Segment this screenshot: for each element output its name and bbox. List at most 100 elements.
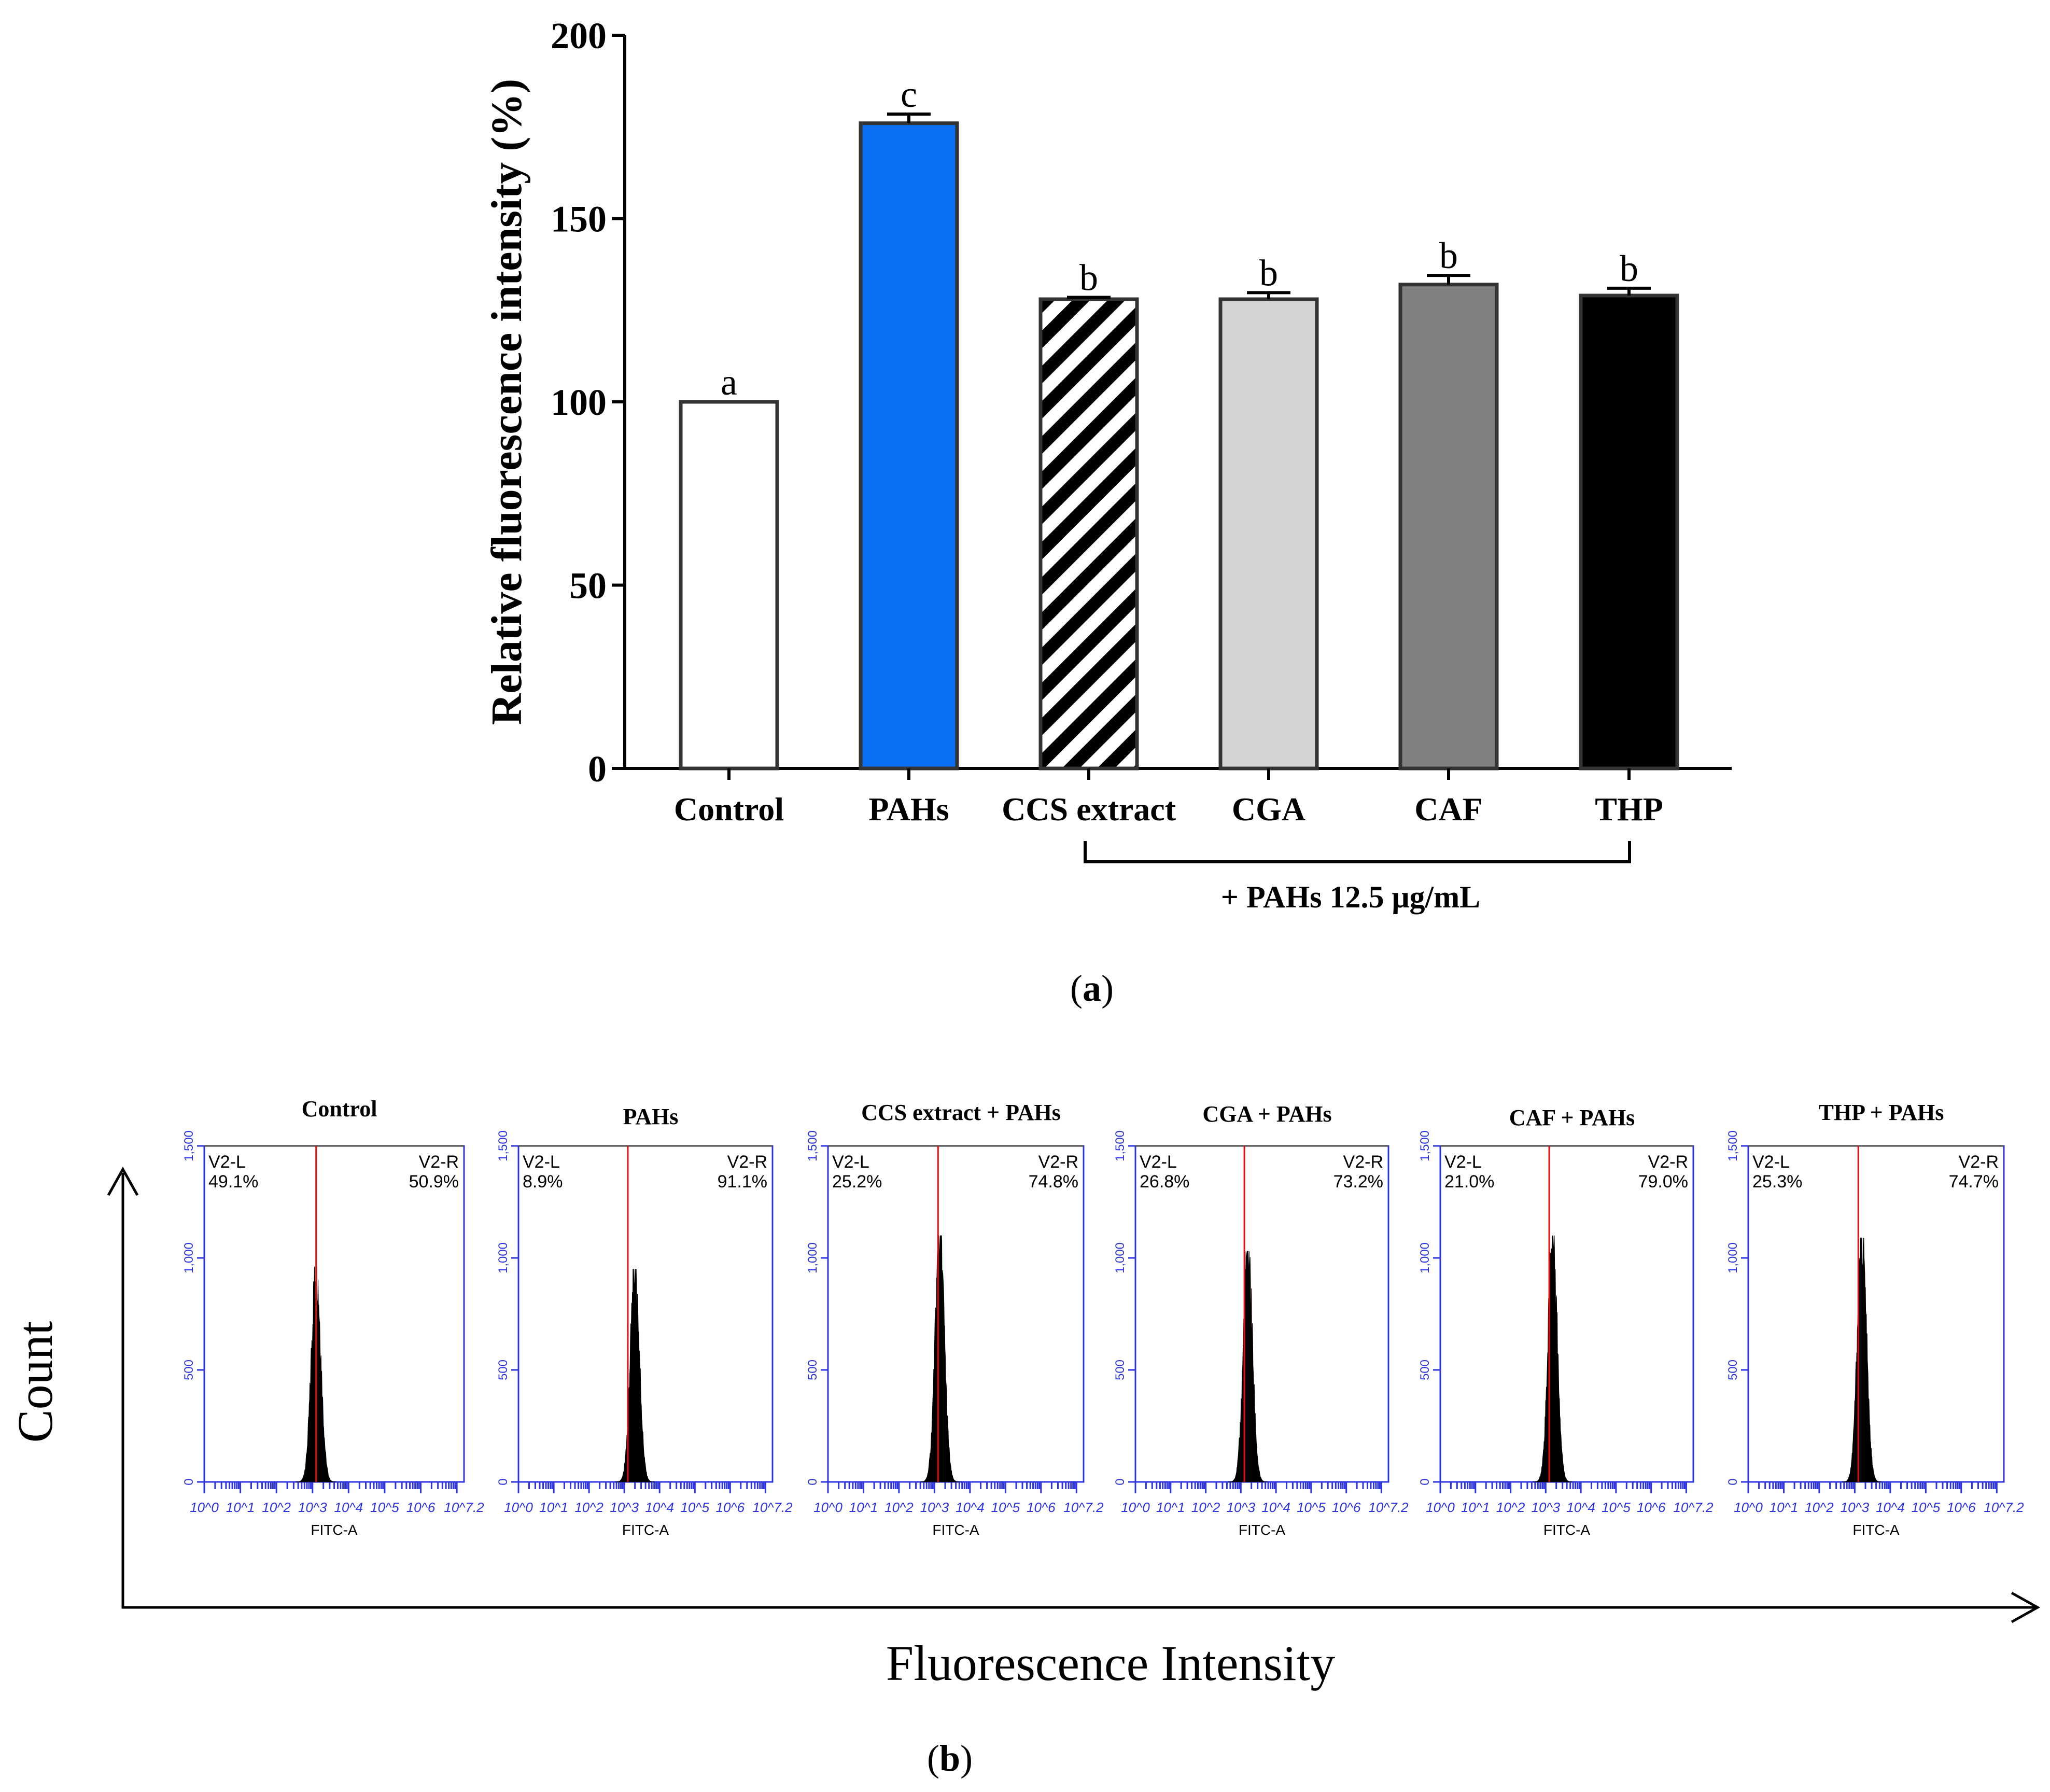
histogram-x-tick-label: 10^3 xyxy=(920,1500,949,1515)
histogram-y-tick-label: 0 xyxy=(1418,1478,1432,1485)
histogram-x-tick-label: 10^7.2 xyxy=(1984,1500,2024,1515)
x-axis-labels: Control PAHs CCS extract CGA CAF THP xyxy=(674,768,1663,828)
histogram-x-tick-label: 10^4 xyxy=(956,1500,985,1515)
gate-left-percent: 25.3% xyxy=(1752,1172,1802,1192)
histogram-x-label: FITC-A xyxy=(1852,1522,1900,1538)
histogram-x-tick-label: 10^2 xyxy=(574,1500,603,1515)
gate-left-label: V2-L xyxy=(208,1152,246,1172)
histogram-x-tick-label: 10^6 xyxy=(1947,1500,1976,1515)
histogram-y-tick-label: 1,500 xyxy=(496,1130,510,1161)
histogram-x-tick-label: 10^2 xyxy=(884,1500,914,1515)
histogram-x-tick-label: 10^0 xyxy=(1734,1500,1763,1515)
histogram-panel: PAHs 0 500 1,000 1,500 10^0 10^1 10^2 10^3 10^4 10… xyxy=(496,1104,793,1538)
histogram-distribution xyxy=(615,1269,655,1482)
histogram-y-tick-label: 1,500 xyxy=(1726,1130,1740,1161)
gate-left-percent: 21.0% xyxy=(1444,1172,1494,1192)
histogram-x-tick-label: 10^5 xyxy=(1297,1500,1326,1515)
gate-left-percent: 49.1% xyxy=(208,1172,258,1192)
histogram-x-tick-label: 10^7.2 xyxy=(1063,1500,1104,1515)
gate-right-label: V2-R xyxy=(1959,1152,1999,1172)
histogram-x-tick-label: 10^3 xyxy=(610,1500,639,1515)
panel-a-label: (a) xyxy=(1070,968,1114,1009)
histogram-x-tick-label: 10^7.2 xyxy=(752,1500,793,1515)
histogram-y-tick-label: 0 xyxy=(1726,1478,1740,1485)
histogram-distribution xyxy=(1533,1235,1572,1482)
histogram-panel: CGA + PAHs 0 500 1,000 1,500 10^0 10^1 10^2 10^3… xyxy=(1113,1101,1409,1538)
histogram-frame xyxy=(1134,1145,1389,1483)
y-axis-title: Relative fluorescence intensity (%) xyxy=(483,79,531,725)
histogram-x-tick-label: 10^1 xyxy=(539,1500,568,1515)
intensity-axis-label: Fluorescence Intensity xyxy=(886,1635,1335,1691)
y-tick-label: 0 xyxy=(588,748,607,790)
gate-right-label: V2-R xyxy=(727,1152,767,1172)
gate-right-percent: 74.7% xyxy=(1949,1172,1999,1192)
histogram-y-tick-label: 0 xyxy=(182,1478,196,1485)
bar-cga xyxy=(1218,297,1319,771)
significance-letter: b xyxy=(1439,235,1458,276)
histogram-distribution xyxy=(1842,1237,1882,1482)
histogram-distribution xyxy=(920,1235,960,1482)
histogram-y-tick-label: 1,500 xyxy=(1418,1130,1432,1161)
bar-control xyxy=(679,400,779,771)
x-tick-label: CCS extract xyxy=(1002,791,1176,828)
histogram-x-tick-label: 10^4 xyxy=(334,1500,363,1515)
histogram-panels: Control 0 500 1,000 1,500 10^0 10^1 10^2 10^3 10^… xyxy=(182,1096,2024,1538)
histogram-x-tick-label: 10^6 xyxy=(1637,1500,1666,1515)
histogram-x-tick-label: 10^5 xyxy=(680,1500,709,1515)
gate-right-percent: 91.1% xyxy=(718,1172,767,1192)
histogram-x-tick-label: 10^4 xyxy=(1876,1500,1905,1515)
intensity-axis-arrowhead xyxy=(2011,1591,2041,1623)
histogram-frame xyxy=(827,1145,1085,1483)
histogram-x-tick-label: 10^1 xyxy=(1461,1500,1490,1515)
histogram-x-label: FITC-A xyxy=(1239,1522,1286,1538)
histogram-x-tick-label: 10^1 xyxy=(849,1500,878,1515)
gate-right-percent: 73.2% xyxy=(1333,1172,1383,1192)
bracket-label: + PAHs 12.5 μg/mL xyxy=(1221,880,1480,914)
significance-letter: c xyxy=(901,74,917,115)
histogram-title: CCS extract + PAHs xyxy=(861,1100,1061,1125)
histogram-x-tick-label: 10^6 xyxy=(1332,1500,1361,1515)
flow-cytometry-section: Count Fluorescence Intensity Control 0 500… xyxy=(7,1096,2041,1779)
histogram-panel: Control 0 500 1,000 1,500 10^0 10^1 10^2 10^3 10^… xyxy=(182,1096,484,1538)
histogram-y-tick-label: 1,000 xyxy=(496,1242,510,1273)
histogram-x-tick-label: 10^6 xyxy=(1027,1500,1056,1515)
histogram-y-tick-label: 500 xyxy=(182,1360,196,1380)
histogram-y-tick-label: 0 xyxy=(496,1478,510,1485)
histogram-x-label: FITC-A xyxy=(311,1522,358,1538)
histogram-y-tick-label: 500 xyxy=(1726,1360,1740,1380)
histogram-x-tick-label: 10^3 xyxy=(1841,1500,1870,1515)
histogram-x-tick-label: 10^1 xyxy=(1770,1500,1799,1515)
panel-b-label: (b) xyxy=(927,1738,973,1779)
histogram-x-tick-label: 10^2 xyxy=(1496,1500,1525,1515)
histogram-x-tick-label: 10^5 xyxy=(1912,1500,1941,1515)
histogram-x-tick-label: 10^7.2 xyxy=(1673,1500,1714,1515)
histogram-y-tick-label: 1,000 xyxy=(182,1242,196,1273)
count-axis-label: Count xyxy=(7,1321,63,1443)
histogram-x-ticks xyxy=(517,1482,766,1493)
histogram-x-ticks xyxy=(1439,1482,1687,1493)
x-tick-label: PAHs xyxy=(868,791,949,828)
histogram-x-tick-label: 10^3 xyxy=(298,1500,327,1515)
significance-letter: a xyxy=(721,361,737,403)
histogram-x-tick-label: 10^0 xyxy=(190,1500,219,1515)
histogram-x-tick-label: 10^0 xyxy=(504,1500,533,1515)
x-tick-label: CAF xyxy=(1414,791,1483,828)
histogram-x-tick-label: 10^5 xyxy=(1602,1500,1631,1515)
gate-right-percent: 50.9% xyxy=(409,1172,459,1192)
bar-chart: 0 50 100 150 200 a c b b b b Control PAHs CCS extra… xyxy=(483,15,1732,1009)
treatment-bracket xyxy=(1084,841,1631,863)
histogram-x-tick-label: 10^1 xyxy=(226,1500,255,1515)
y-tick-label: 100 xyxy=(551,382,607,423)
histogram-title: CGA + PAHs xyxy=(1202,1101,1331,1127)
histogram-y-tick-label: 500 xyxy=(806,1360,820,1380)
histogram-x-label: FITC-A xyxy=(932,1522,979,1538)
histogram-y-tick-label: 0 xyxy=(806,1478,820,1485)
histogram-panel: CAF + PAHs 0 500 1,000 1,500 10^0 10^1 10^2 10^3… xyxy=(1418,1105,1714,1538)
histogram-x-tick-label: 10^3 xyxy=(1532,1500,1561,1515)
gate-left-percent: 26.8% xyxy=(1140,1172,1189,1192)
histogram-x-tick-label: 10^3 xyxy=(1227,1500,1256,1515)
gate-right-percent: 74.8% xyxy=(1029,1172,1078,1192)
bar-pahs xyxy=(859,121,959,771)
